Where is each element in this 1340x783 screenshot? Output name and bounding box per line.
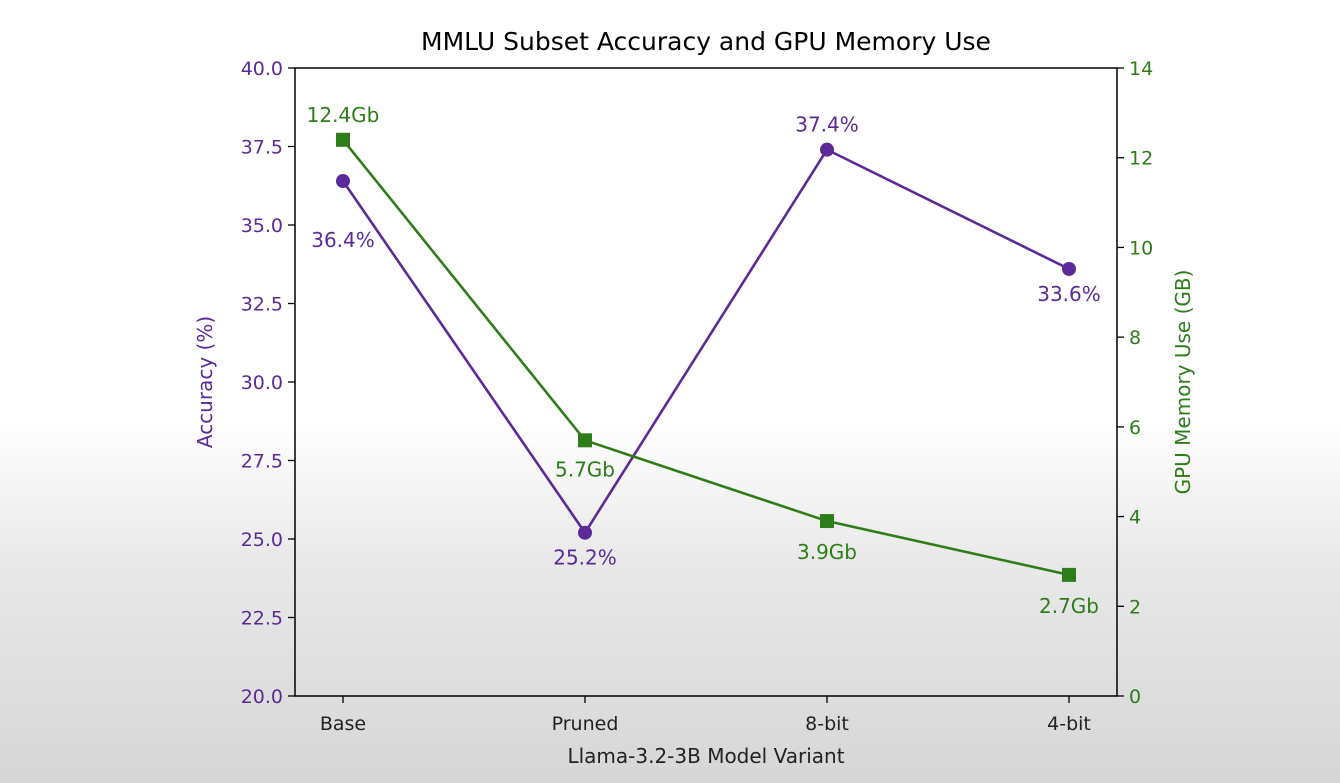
left-tick-label: 30.0	[241, 372, 283, 394]
right-tick-label: 4	[1129, 507, 1141, 529]
series-line-left	[341, 147, 1070, 536]
data-point-right	[1062, 567, 1076, 582]
data-point-right	[820, 514, 834, 529]
left-tick-label: 20.0	[241, 686, 283, 708]
left-axis-ticks: 20.0 22.5 25.0 27.5 30.0 32.5 35.0 37.5 40.0	[241, 58, 295, 708]
right-tick-label: 12	[1129, 148, 1153, 170]
x-axis-label: Llama-3.2-3B Model Variant	[567, 744, 844, 768]
chart-title: MMLU Subset Accuracy and GPU Memory Use	[421, 27, 991, 56]
right-tick-label: 2	[1129, 596, 1141, 618]
data-point-left	[578, 525, 592, 540]
x-tick-label: Base	[320, 713, 366, 735]
data-point-left	[820, 142, 834, 157]
data-label-left: 25.2%	[553, 546, 617, 570]
data-label-right: 2.7Gb	[1039, 594, 1099, 618]
data-label-left: 37.4%	[795, 113, 859, 137]
series-layer: 36.4% 25.2% 37.4% 33.6% 12.4Gb 5.7Gb 3.9Gb 2.7G…	[307, 103, 1101, 618]
plot-frame	[294, 67, 1118, 697]
left-tick-label: 40.0	[241, 58, 283, 80]
left-tick-label: 32.5	[241, 294, 283, 316]
data-point-left	[1062, 261, 1076, 276]
x-tick-label: 4-bit	[1047, 713, 1091, 735]
x-tick-label: 8-bit	[805, 713, 849, 735]
left-tick-label: 37.5	[241, 137, 283, 159]
data-label-right: 5.7Gb	[555, 457, 615, 481]
right-tick-label: 14	[1129, 58, 1153, 80]
right-tick-label: 6	[1129, 417, 1141, 439]
data-label-left: 36.4%	[311, 228, 375, 252]
data-label-right: 12.4Gb	[307, 103, 380, 127]
right-tick-label: 0	[1129, 686, 1141, 708]
series-line-right	[341, 138, 1070, 577]
y-right-axis-label: GPU Memory Use (GB)	[1171, 270, 1195, 495]
x-axis-ticks: Base Pruned 8-bit 4-bit	[320, 696, 1091, 735]
data-point-left	[336, 174, 350, 189]
left-tick-label: 25.0	[241, 529, 283, 551]
y-left-axis-label: Accuracy (%)	[193, 316, 217, 448]
left-tick-label: 22.5	[241, 608, 283, 630]
data-label-left: 33.6%	[1037, 282, 1101, 306]
data-point-right	[336, 132, 350, 147]
right-tick-label: 10	[1129, 237, 1153, 259]
left-tick-label: 35.0	[241, 215, 283, 237]
right-axis-ticks: 0 2 4 6 8 10 12 14	[1117, 58, 1153, 708]
x-tick-label: Pruned	[552, 713, 619, 735]
left-tick-label: 27.5	[241, 451, 283, 473]
data-point-right	[578, 433, 592, 448]
data-label-right: 3.9Gb	[797, 540, 857, 564]
right-tick-label: 8	[1129, 327, 1141, 349]
